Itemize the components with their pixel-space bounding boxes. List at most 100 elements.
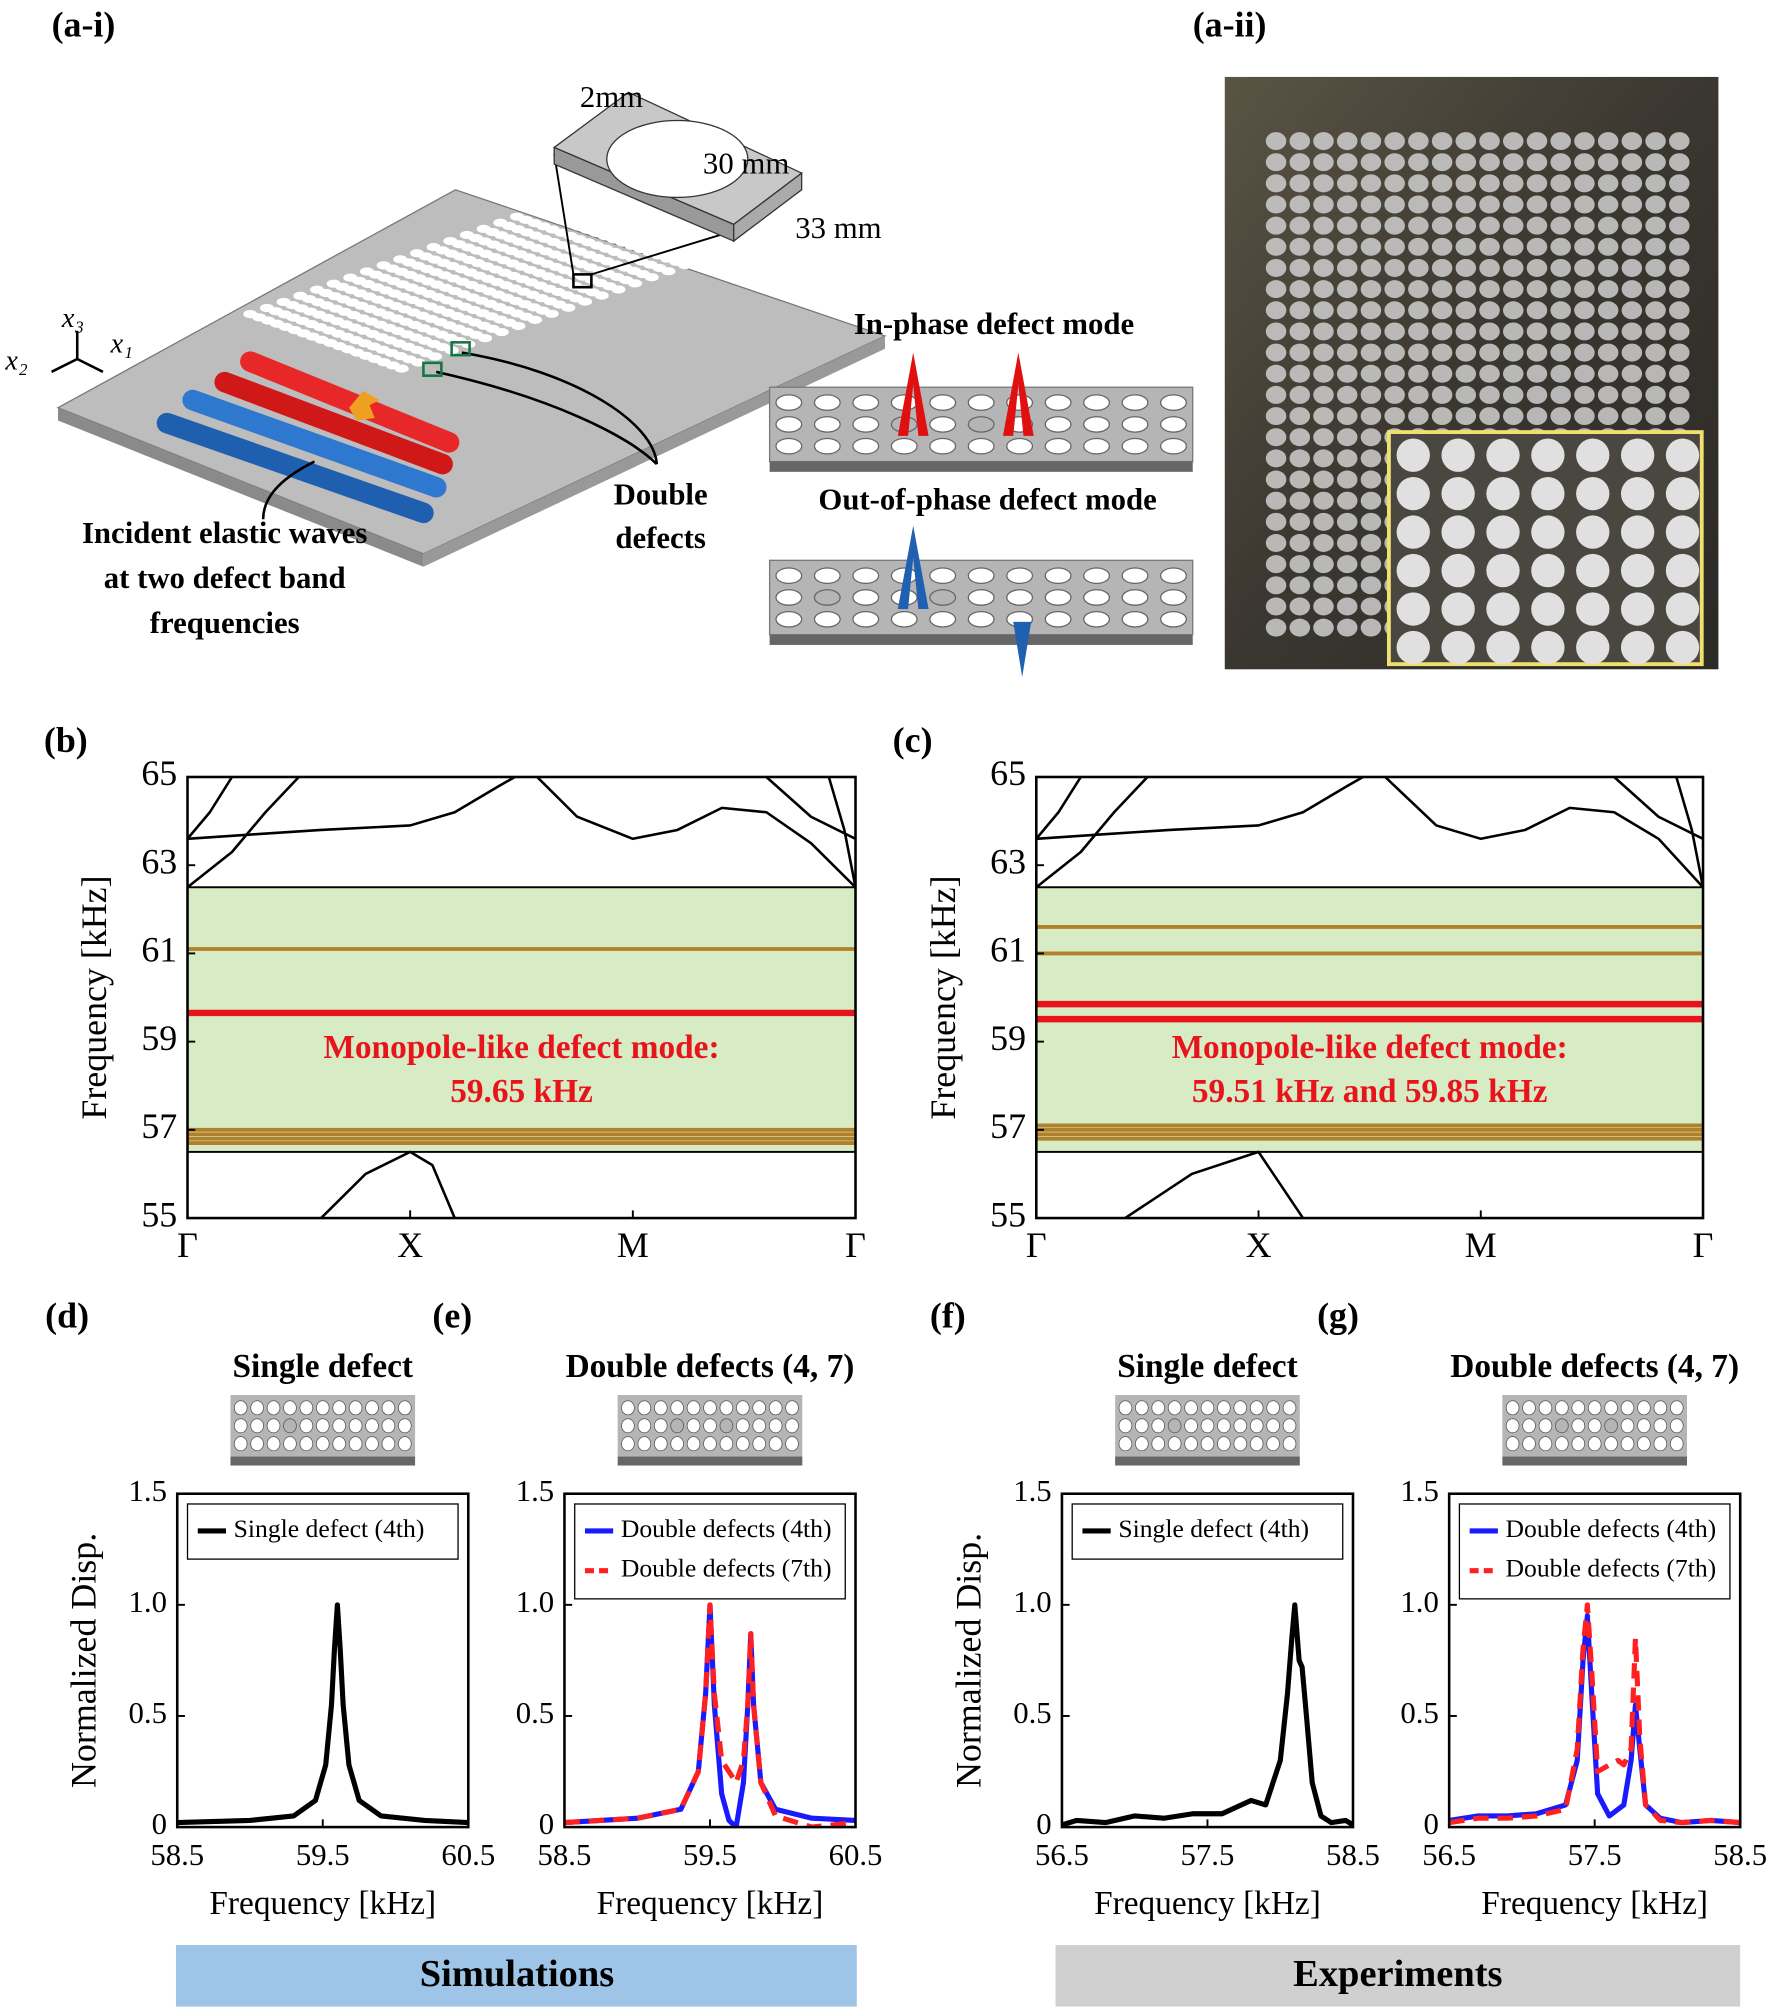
hole bbox=[527, 315, 543, 325]
defects-label: Double bbox=[614, 478, 708, 512]
x-axis-label: Frequency [kHz] bbox=[209, 1885, 436, 1922]
hole bbox=[1597, 174, 1619, 193]
legend-label: Double defects (7th) bbox=[621, 1554, 832, 1583]
hole bbox=[1455, 216, 1477, 235]
hole bbox=[1083, 610, 1111, 628]
hole bbox=[1431, 343, 1453, 362]
hole bbox=[752, 1436, 767, 1452]
hole bbox=[1265, 195, 1287, 214]
hole bbox=[1441, 515, 1475, 549]
hole bbox=[544, 309, 559, 318]
hole bbox=[1006, 567, 1034, 585]
hole bbox=[1597, 322, 1619, 341]
hole bbox=[511, 321, 526, 331]
hole bbox=[1336, 280, 1358, 299]
hole bbox=[1486, 515, 1520, 549]
hole bbox=[1336, 301, 1358, 320]
hole bbox=[768, 1418, 783, 1434]
hole bbox=[1503, 153, 1524, 172]
mode-title: Out-of-phase defect mode bbox=[818, 483, 1156, 517]
hole bbox=[1336, 534, 1358, 552]
hole bbox=[1200, 1418, 1215, 1434]
y-tick-label: 1.5 bbox=[1013, 1474, 1051, 1508]
hole bbox=[1313, 385, 1334, 404]
x-tick-label: X bbox=[1246, 1225, 1272, 1265]
hole bbox=[398, 1400, 412, 1416]
hole bbox=[1431, 407, 1453, 426]
hole bbox=[1313, 280, 1334, 299]
hole bbox=[1503, 301, 1524, 320]
hole bbox=[1503, 343, 1524, 362]
hole bbox=[1118, 1400, 1133, 1416]
x-tick-label: 59.5 bbox=[683, 1838, 737, 1872]
legend-label: Double defects (7th) bbox=[1506, 1554, 1717, 1583]
hole bbox=[1431, 258, 1453, 277]
hole bbox=[1265, 301, 1287, 320]
hole bbox=[852, 437, 880, 455]
series-line bbox=[1449, 1613, 1741, 1826]
y-axis-label: Frequency [kHz] bbox=[923, 875, 963, 1119]
hole bbox=[1336, 322, 1358, 341]
hole bbox=[1360, 280, 1382, 299]
annotation: 59.65 kHz bbox=[450, 1073, 593, 1110]
hole bbox=[1486, 630, 1520, 665]
series-line bbox=[564, 1602, 856, 1828]
hole bbox=[1289, 407, 1311, 426]
hole bbox=[852, 589, 880, 606]
hole bbox=[736, 1418, 750, 1434]
hole bbox=[1265, 618, 1287, 637]
hole bbox=[1503, 174, 1524, 193]
hole bbox=[1431, 132, 1453, 151]
x-tick-label: 57.5 bbox=[1568, 1838, 1622, 1872]
footer-box bbox=[175, 1945, 857, 2007]
hole bbox=[1384, 343, 1405, 362]
hole bbox=[1574, 322, 1595, 341]
hole bbox=[1455, 237, 1477, 256]
hole bbox=[637, 1400, 652, 1416]
hole bbox=[775, 394, 803, 411]
hole bbox=[1265, 470, 1287, 489]
hole bbox=[1289, 449, 1311, 468]
mode-title: In-phase defect mode bbox=[854, 307, 1134, 341]
hole bbox=[775, 437, 803, 455]
hole bbox=[1621, 364, 1643, 383]
hole bbox=[1118, 1418, 1133, 1434]
hole bbox=[1479, 407, 1500, 426]
hole bbox=[1597, 407, 1619, 426]
hole bbox=[1441, 438, 1475, 472]
annotation: Monopole-like defect mode: bbox=[323, 1029, 719, 1066]
hole bbox=[1313, 153, 1334, 172]
hole bbox=[1574, 343, 1595, 362]
hole bbox=[1574, 280, 1595, 299]
hole bbox=[1044, 416, 1072, 433]
hole bbox=[1265, 153, 1287, 172]
hole bbox=[1151, 1400, 1166, 1416]
hole bbox=[266, 1400, 281, 1416]
hole bbox=[1044, 394, 1072, 411]
hole bbox=[967, 567, 995, 585]
hole bbox=[1645, 174, 1666, 193]
plate-schematic bbox=[51, 91, 887, 567]
hole bbox=[1479, 132, 1500, 151]
hole bbox=[1550, 407, 1571, 426]
hole bbox=[1044, 567, 1072, 585]
hole bbox=[332, 1400, 346, 1416]
hole bbox=[1587, 1400, 1602, 1416]
hole bbox=[1121, 589, 1149, 606]
hole bbox=[1645, 343, 1666, 362]
hole bbox=[1313, 534, 1334, 552]
hole bbox=[1431, 195, 1453, 214]
hole bbox=[775, 416, 803, 433]
hole bbox=[637, 1418, 652, 1434]
hole bbox=[1360, 322, 1382, 341]
hole bbox=[1336, 343, 1358, 362]
hole bbox=[1503, 195, 1524, 214]
hole bbox=[1455, 407, 1477, 426]
hole bbox=[1151, 1418, 1166, 1434]
hole bbox=[1313, 132, 1334, 151]
hole bbox=[1396, 553, 1430, 588]
series-line bbox=[536, 776, 856, 889]
hole bbox=[1135, 1436, 1149, 1452]
hole bbox=[1597, 216, 1619, 235]
hole bbox=[1289, 428, 1311, 447]
